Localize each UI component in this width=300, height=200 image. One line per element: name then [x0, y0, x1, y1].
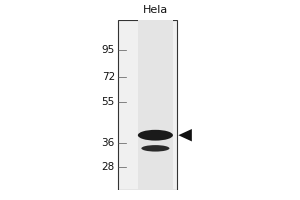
Text: 28: 28 — [102, 162, 115, 172]
Text: Hela: Hela — [143, 5, 168, 15]
Text: 95: 95 — [102, 45, 115, 55]
Text: 55: 55 — [102, 97, 115, 107]
Text: 36: 36 — [102, 138, 115, 148]
Bar — [118, 20, 177, 190]
Text: 72: 72 — [102, 72, 115, 82]
Ellipse shape — [138, 130, 173, 141]
Polygon shape — [178, 129, 192, 141]
Ellipse shape — [141, 145, 169, 152]
Bar — [138, 20, 173, 190]
